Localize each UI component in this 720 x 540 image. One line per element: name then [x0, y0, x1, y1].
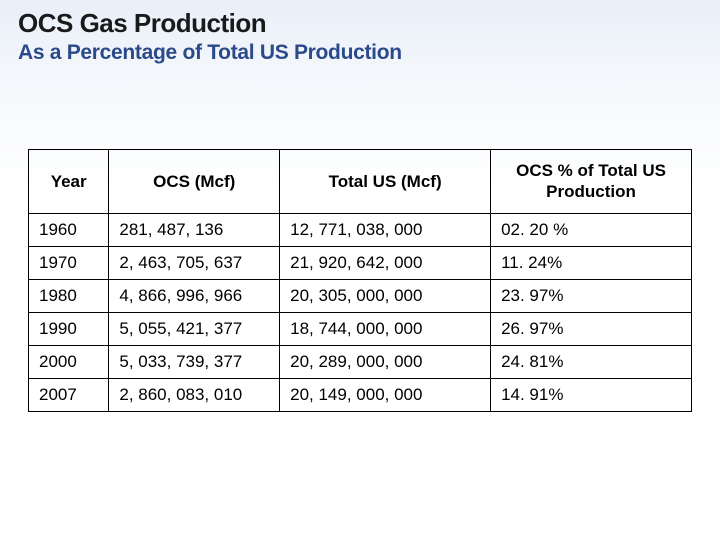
cell-pct: 14. 91% — [491, 378, 692, 411]
table-container: Year OCS (Mcf) Total US (Mcf) OCS % of T… — [0, 69, 720, 412]
slide-header: OCS Gas Production As a Percentage of To… — [0, 0, 720, 69]
slide-subtitle: As a Percentage of Total US Production — [18, 41, 702, 65]
col-header-pct: OCS % of Total US Production — [491, 150, 692, 214]
table-row: 1980 4, 866, 996, 966 20, 305, 000, 000 … — [29, 279, 692, 312]
cell-pct: 02. 20 % — [491, 213, 692, 246]
cell-pct: 11. 24% — [491, 246, 692, 279]
col-header-year: Year — [29, 150, 109, 214]
cell-total: 20, 305, 000, 000 — [280, 279, 491, 312]
table-row: 2007 2, 860, 083, 010 20, 149, 000, 000 … — [29, 378, 692, 411]
table-body: 1960 281, 487, 136 12, 771, 038, 000 02.… — [29, 213, 692, 411]
cell-pct: 23. 97% — [491, 279, 692, 312]
table-row: 1970 2, 463, 705, 637 21, 920, 642, 000 … — [29, 246, 692, 279]
table-row: 1960 281, 487, 136 12, 771, 038, 000 02.… — [29, 213, 692, 246]
cell-total: 20, 149, 000, 000 — [280, 378, 491, 411]
cell-total: 20, 289, 000, 000 — [280, 345, 491, 378]
cell-year: 1980 — [29, 279, 109, 312]
cell-year: 1960 — [29, 213, 109, 246]
cell-year: 2000 — [29, 345, 109, 378]
slide-title: OCS Gas Production — [18, 8, 702, 39]
cell-ocs: 2, 463, 705, 637 — [109, 246, 280, 279]
cell-pct: 26. 97% — [491, 312, 692, 345]
cell-ocs: 5, 033, 739, 377 — [109, 345, 280, 378]
col-header-total: Total US (Mcf) — [280, 150, 491, 214]
cell-total: 12, 771, 038, 000 — [280, 213, 491, 246]
table-header-row: Year OCS (Mcf) Total US (Mcf) OCS % of T… — [29, 150, 692, 214]
col-header-ocs: OCS (Mcf) — [109, 150, 280, 214]
cell-year: 1970 — [29, 246, 109, 279]
table-row: 2000 5, 033, 739, 377 20, 289, 000, 000 … — [29, 345, 692, 378]
table-row: 1990 5, 055, 421, 377 18, 744, 000, 000 … — [29, 312, 692, 345]
cell-pct: 24. 81% — [491, 345, 692, 378]
cell-total: 18, 744, 000, 000 — [280, 312, 491, 345]
cell-ocs: 281, 487, 136 — [109, 213, 280, 246]
cell-total: 21, 920, 642, 000 — [280, 246, 491, 279]
cell-year: 2007 — [29, 378, 109, 411]
production-table: Year OCS (Mcf) Total US (Mcf) OCS % of T… — [28, 149, 692, 412]
cell-year: 1990 — [29, 312, 109, 345]
cell-ocs: 2, 860, 083, 010 — [109, 378, 280, 411]
cell-ocs: 4, 866, 996, 966 — [109, 279, 280, 312]
cell-ocs: 5, 055, 421, 377 — [109, 312, 280, 345]
